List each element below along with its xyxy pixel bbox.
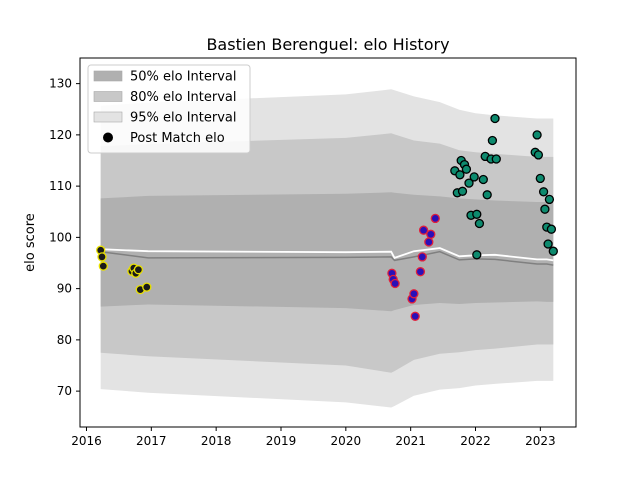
post-match-point <box>482 190 492 200</box>
x-tick-label: 2019 <box>266 434 297 448</box>
x-tick-label: 2016 <box>71 434 102 448</box>
y-tick-label: 130 <box>49 77 72 91</box>
post-match-point <box>540 204 550 214</box>
axes-frame <box>79 57 577 428</box>
post-match-point <box>133 265 144 275</box>
median-elo-line <box>100 247 554 262</box>
post-match-point <box>98 261 108 271</box>
post-match-point <box>418 225 429 235</box>
y-tick-label: 110 <box>49 179 72 193</box>
legend-swatch <box>93 91 123 102</box>
x-tick-label: 2017 <box>136 434 167 448</box>
x-tick-label: 2020 <box>331 434 362 448</box>
post-match-point <box>487 135 498 146</box>
post-match-point <box>410 311 420 321</box>
post-match-point <box>543 239 553 249</box>
y-tick-label: 100 <box>49 230 72 244</box>
x-axis: 2016 2017 2018 2019 2020 2021 2022 2023 <box>71 427 556 448</box>
post-match-point <box>472 209 482 219</box>
post-match-point <box>426 229 436 239</box>
y-axis: 70 80 90 100 110 120 130 <box>49 77 80 398</box>
y-tick-label: 90 <box>57 282 72 296</box>
interval-bands <box>100 89 554 408</box>
post-match-point <box>455 170 465 180</box>
post-match-point <box>544 194 555 205</box>
plot-area <box>96 89 558 408</box>
post-match-point <box>464 178 474 188</box>
post-match-point <box>390 278 400 289</box>
legend-swatch <box>93 70 123 82</box>
post-match-point <box>532 130 542 140</box>
post-match-point <box>415 267 426 277</box>
legend-swatch <box>93 111 123 123</box>
post-match-point <box>417 252 427 262</box>
post-match-point <box>548 246 558 256</box>
post-match-point <box>533 150 544 160</box>
legend-label: 95% elo Interval <box>130 111 237 126</box>
y-tick-label: 70 <box>57 384 72 398</box>
chart-title: Bastien Berenguel: elo History <box>206 35 449 54</box>
post-match-point <box>142 282 152 292</box>
post-match-point <box>409 289 419 299</box>
post-match-point <box>490 113 500 124</box>
post-match-point <box>546 224 557 234</box>
post-match-point <box>469 172 479 182</box>
post-match-point <box>430 213 440 224</box>
post-match-point <box>472 250 482 260</box>
y-tick-label: 120 <box>49 128 72 142</box>
legend-label: 50% elo Interval <box>130 70 237 85</box>
post-match-point <box>97 252 107 262</box>
legend-label: Post Match elo <box>130 131 225 146</box>
post-match-point <box>491 154 501 164</box>
legend: 50% elo Interval 80% elo Interval 95% elo … <box>87 64 251 154</box>
post-match-point <box>424 237 434 247</box>
x-tick-label: 2018 <box>201 434 232 448</box>
post-match-point <box>474 218 485 229</box>
post-match-point <box>461 164 472 174</box>
x-tick-label: 2021 <box>395 434 426 448</box>
post-match-points <box>96 113 558 321</box>
post-match-point <box>538 187 549 197</box>
x-tick-label: 2023 <box>525 434 556 448</box>
y-tick-label: 80 <box>57 333 72 347</box>
post-match-point <box>535 173 545 184</box>
post-match-point <box>478 174 488 185</box>
x-tick-label: 2022 <box>460 434 491 448</box>
legend-marker <box>103 132 113 143</box>
elo-lines <box>100 247 554 266</box>
y-axis-label: elo score <box>23 213 38 272</box>
post-match-point <box>457 186 468 196</box>
legend-label: 80% elo Interval <box>130 90 237 105</box>
mean-elo-line <box>100 250 554 266</box>
legend-box <box>87 64 251 154</box>
